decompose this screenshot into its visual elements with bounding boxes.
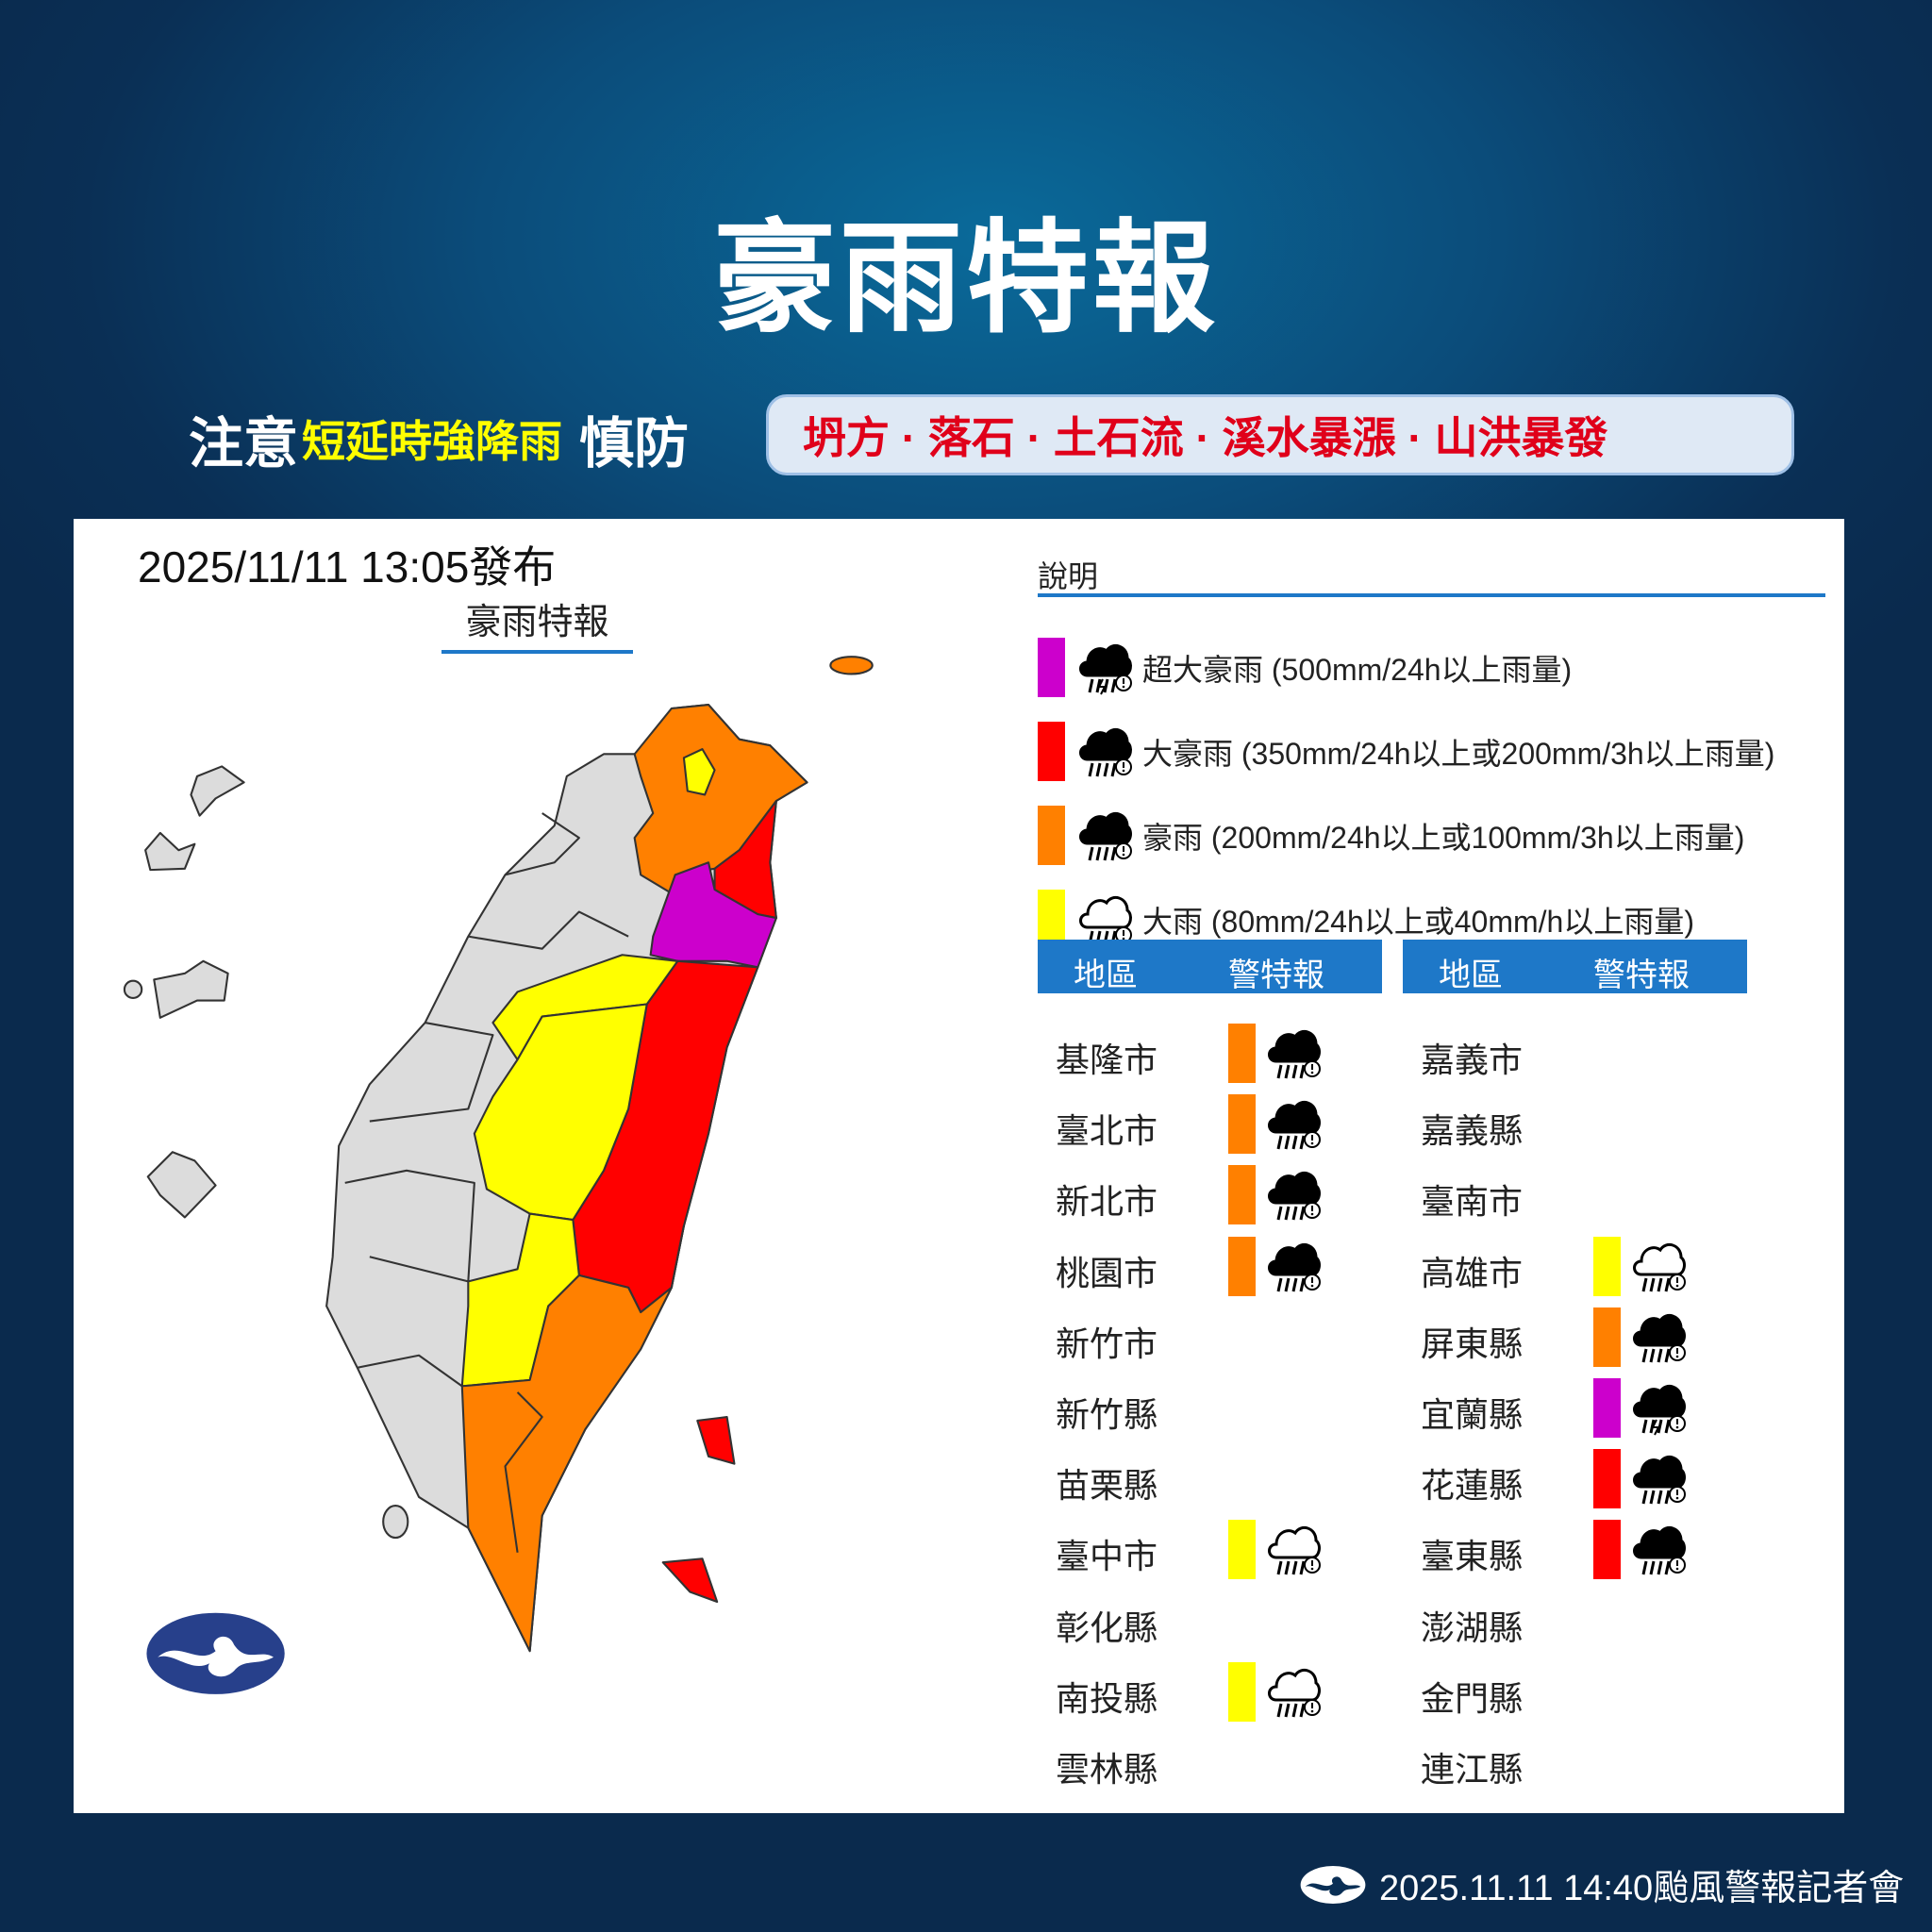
map-island-matsu xyxy=(190,765,245,817)
region-name: 嘉義市 xyxy=(1421,1041,1524,1079)
region-name: 南投縣 xyxy=(1056,1678,1158,1718)
cloud-rain-icon xyxy=(1263,1024,1324,1084)
region-name: 高雄市 xyxy=(1421,1253,1524,1292)
map-border xyxy=(344,1169,475,1283)
footer: 2025.11.11 14:40颱風警報記者會 xyxy=(1300,1858,1904,1910)
legend-label: 大豪雨 (350mm/24h以上或200mm/3h以上雨量) xyxy=(1142,736,1775,771)
map-border xyxy=(357,1354,463,1388)
cloud-outline-rain-icon xyxy=(1628,1237,1689,1297)
region-name: 金門縣 xyxy=(1421,1678,1524,1718)
cloud-rain-icon xyxy=(1628,1307,1689,1368)
region-name: 雲林縣 xyxy=(1056,1750,1158,1789)
map-island-kinmen xyxy=(146,1151,217,1219)
region-name: 宜蘭縣 xyxy=(1421,1395,1524,1434)
map-island-matsu2 xyxy=(144,831,196,872)
region-name: 嘉義縣 xyxy=(1421,1111,1524,1151)
legend-label: 豪雨 (200mm/24h以上或100mm/3h以上雨量) xyxy=(1142,820,1745,855)
cloud-rain-icon xyxy=(1263,1094,1324,1155)
region-name: 臺中市 xyxy=(1056,1537,1158,1576)
map-island-liuqiu xyxy=(382,1505,409,1540)
region-name: 屏東縣 xyxy=(1421,1324,1524,1363)
map-region-south xyxy=(460,1224,685,1653)
region-name: 新竹市 xyxy=(1056,1324,1158,1363)
notice-suffix: 慎防 xyxy=(579,413,690,475)
map-border xyxy=(369,1022,494,1123)
warning-swatch xyxy=(1593,1236,1621,1296)
region-name: 新竹縣 xyxy=(1056,1395,1158,1434)
cloud-rain-icon xyxy=(1263,1165,1324,1225)
region-name: 新北市 xyxy=(1056,1182,1158,1222)
map-island-penghu xyxy=(153,959,229,1019)
legend-item: 大豪雨 (350mm/24h以上或200mm/3h以上雨量) xyxy=(1038,722,1774,781)
map-border xyxy=(468,910,629,950)
hazards-banner: 坍方 · 落石 · 土石流 · 溪水暴漲 · 山洪暴發 xyxy=(766,394,1794,475)
legend-divider xyxy=(1038,593,1825,597)
warning-swatch xyxy=(1228,1024,1256,1083)
legend-title: 說明 xyxy=(1038,559,1099,593)
region-name: 臺南市 xyxy=(1421,1182,1524,1222)
cloud-heavy-rain-icon xyxy=(1628,1449,1689,1509)
legend-item: 超大豪雨 (500mm/24h以上雨量) xyxy=(1038,638,1572,697)
issued-time: 2025/11/11 13:05發布 xyxy=(138,542,557,591)
legend-item: 大雨 (80mm/24h以上或40mm/h以上雨量) xyxy=(1038,890,1694,949)
cloud-heavy-rain-icon xyxy=(1074,722,1135,782)
legend-label: 大雨 (80mm/24h以上或40mm/h以上雨量) xyxy=(1142,904,1694,939)
region-name: 桃園市 xyxy=(1056,1253,1158,1292)
hazards-text: 坍方 · 落石 · 土石流 · 溪水暴漲 · 山洪暴發 xyxy=(803,413,1608,462)
cloud-heavy-rain-icon xyxy=(1628,1520,1689,1580)
warning-swatch xyxy=(1593,1449,1621,1509)
warning-swatch xyxy=(1228,1236,1256,1296)
legend-swatch xyxy=(1038,806,1065,865)
map-title: 豪雨特報 xyxy=(441,592,633,654)
legend-item: 豪雨 (200mm/24h以上或100mm/3h以上雨量) xyxy=(1038,806,1744,865)
map-island-orchid xyxy=(661,1557,719,1604)
map-region-yilan xyxy=(649,861,777,969)
footer-text: 2025.11.11 14:40颱風警報記者會 xyxy=(1379,1869,1905,1908)
legend-swatch xyxy=(1038,638,1065,697)
cloud-torrential-rain-icon xyxy=(1074,638,1135,698)
warning-swatch xyxy=(1593,1307,1621,1367)
warning-swatch xyxy=(1228,1520,1256,1580)
legend-label: 超大豪雨 (500mm/24h以上雨量) xyxy=(1142,652,1573,687)
header-warning: 警特報 xyxy=(1228,958,1324,993)
cwa-logo-icon xyxy=(1300,1865,1366,1904)
map-island-guishan xyxy=(829,656,874,675)
warning-swatch xyxy=(1593,1520,1621,1580)
warning-swatch xyxy=(1593,1378,1621,1438)
region-name: 臺北市 xyxy=(1056,1111,1158,1151)
region-name: 臺東縣 xyxy=(1421,1537,1524,1576)
page-title: 豪雨特報 xyxy=(712,209,1219,347)
warning-swatch xyxy=(1228,1661,1256,1722)
region-name: 花蓮縣 xyxy=(1421,1466,1524,1506)
notice-highlight: 短延時強降雨 xyxy=(302,417,563,466)
cloud-torrential-rain-icon xyxy=(1628,1378,1689,1439)
cloud-outline-rain-icon xyxy=(1263,1520,1324,1580)
region-name: 彰化縣 xyxy=(1056,1607,1158,1647)
legend-swatch xyxy=(1038,722,1065,781)
region-name: 連江縣 xyxy=(1421,1750,1524,1789)
table-header-right: 地區 警特報 xyxy=(1403,940,1747,993)
warning-swatch xyxy=(1228,1165,1256,1225)
region-name: 基隆市 xyxy=(1056,1041,1158,1079)
notice-line: 注意 短延時強降雨 慎防 xyxy=(189,401,689,476)
map-border xyxy=(505,812,580,876)
map-region-taipei xyxy=(682,748,716,796)
region-name: 澎湖縣 xyxy=(1421,1607,1524,1647)
region-name: 苗栗縣 xyxy=(1056,1466,1158,1506)
header-warning: 警特報 xyxy=(1593,958,1690,993)
warning-swatch xyxy=(1228,1094,1256,1155)
map-island-penghu2 xyxy=(123,979,143,1000)
header-region: 地區 xyxy=(1439,958,1503,993)
cwa-logo xyxy=(146,1612,285,1694)
cloud-rain-icon xyxy=(1263,1237,1324,1297)
map-border xyxy=(504,1391,543,1553)
header-region: 地區 xyxy=(1074,958,1138,993)
notice-prefix: 注意 xyxy=(189,413,299,475)
map-island-green xyxy=(696,1415,736,1465)
cloud-rain-icon xyxy=(1074,806,1135,866)
table-header-left: 地區 警特報 xyxy=(1038,940,1382,993)
cloud-outline-rain-icon xyxy=(1263,1662,1324,1723)
legend-swatch xyxy=(1038,890,1065,949)
